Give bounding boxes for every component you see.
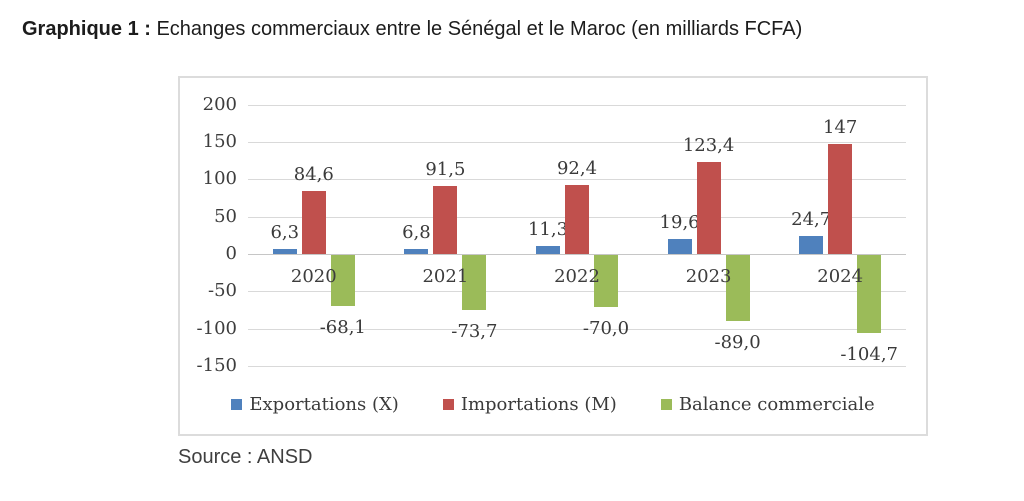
bar-exportations-x-2024 [799,235,824,254]
data-label: 11,3 [527,218,569,240]
zero-axis-line [248,254,906,255]
gridline [248,179,906,181]
legend-label: Importations (M) [460,394,617,415]
source-note: Source : ANSD [178,446,313,468]
x-axis-category-label: 2024 [817,266,864,287]
bar-importations-m-2022 [565,185,589,254]
x-axis-category-label: 2020 [290,266,337,287]
gridline [248,328,906,330]
data-label: 91,5 [425,158,466,180]
bar-balance-commerciale-2021 [462,255,487,311]
legend-label: Exportations (X) [249,394,399,415]
legend-item: Importations (M) [442,394,617,415]
y-axis-tick-label: -100 [196,317,237,339]
bar-balance-commerciale-2024 [857,255,882,334]
legend-item: Exportations (X) [231,394,399,415]
bar-importations-m-2023 [696,161,721,254]
data-label: 19,6 [659,212,700,234]
bar-importations-m-2024 [828,144,853,254]
y-axis-tick-label: 0 [225,243,237,264]
bar-balance-commerciale-2020 [330,255,355,306]
data-label: 6,8 [402,221,431,243]
chart-plot-container: 200 150 100 50 0 -50 -100 -150 6,3 84,6 -68,1 2020… [180,78,926,434]
data-label: 6,3 [270,222,300,244]
gridline [248,141,906,143]
x-axis-category-label: 2021 [422,266,469,287]
chart-caption-text: Echanges commerciaux entre le Sénégal et… [150,18,803,40]
gridline [248,291,906,293]
x-axis-category-label: 2022 [554,266,600,287]
data-label: -89,0 [714,332,761,354]
legend-swatch-icon [660,399,672,410]
data-label: -73,7 [451,321,498,343]
bar-importations-m-2020 [301,190,326,254]
data-label: -104,7 [840,344,898,366]
legend-label: Balance commerciale [678,394,875,415]
y-axis-tick-label: 200 [202,93,237,115]
data-label: 123,4 [682,134,735,156]
gridline [248,366,906,367]
data-label: 92,4 [556,158,598,179]
bar-balance-commerciale-2022 [594,255,618,308]
bar-exportations-x-2020 [272,249,297,254]
data-label: -70,0 [582,318,630,340]
chart-legend: Exportations (X) Importations (M) Balance … [180,394,926,415]
bar-exportations-x-2021 [404,248,429,254]
legend-item: Balance commerciale [660,394,875,415]
gridline [248,104,906,106]
y-axis-tick-label: 150 [202,130,237,152]
y-axis-tick-label: -150 [196,355,237,376]
legend-swatch-icon [231,399,243,410]
data-label: 24,7 [791,208,832,230]
data-label: -68,1 [319,316,366,338]
y-axis-tick-label: 50 [214,205,237,227]
y-axis-tick-label: 100 [202,168,237,190]
x-axis-category-label: 2023 [685,266,732,287]
bar-importations-m-2021 [433,185,458,254]
chart-frame: 200 150 100 50 0 -50 -100 -150 6,3 84,6 -68,1 2020… [178,76,928,436]
bar-balance-commerciale-2023 [725,255,750,322]
bar-exportations-x-2022 [536,245,560,254]
data-label: 147 [823,117,858,139]
y-axis-tick-label: -50 [208,280,237,302]
legend-swatch-icon [442,399,454,410]
data-label: 84,6 [293,163,334,185]
bar-exportations-x-2023 [667,239,692,254]
chart-caption-number: Graphique 1 : [22,18,151,40]
chart-caption: Graphique 1 : Echanges commerciaux entre… [22,16,802,43]
